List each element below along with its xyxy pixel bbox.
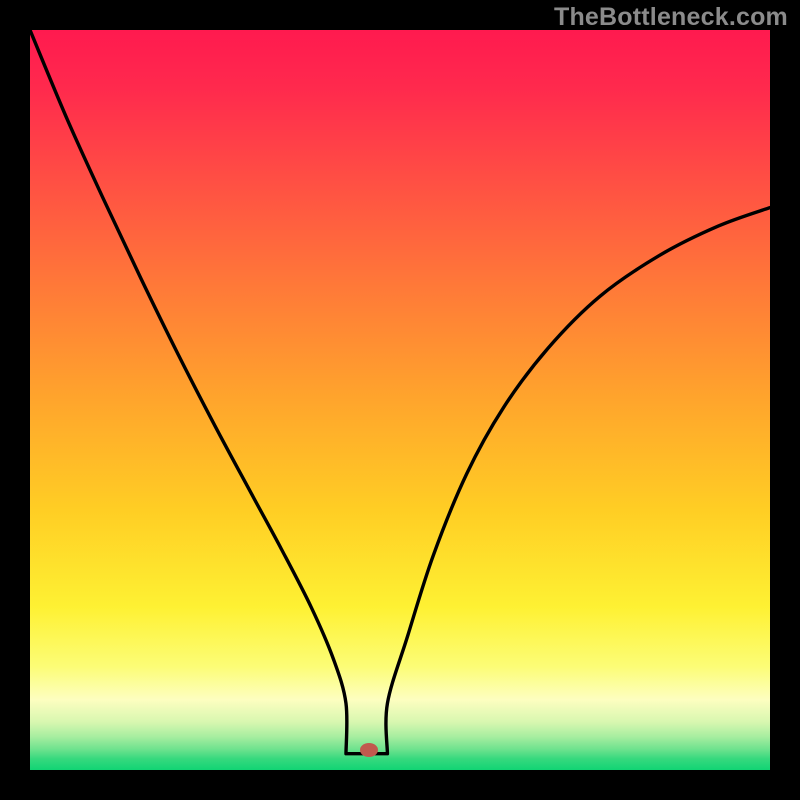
optimal-point-marker: [360, 743, 378, 757]
stage: TheBottleneck.com: [0, 0, 800, 800]
bottleneck-curve: [30, 30, 770, 770]
bottleneck-curve-path: [30, 30, 770, 754]
plot-area: [30, 30, 770, 770]
watermark-text: TheBottleneck.com: [554, 3, 788, 32]
